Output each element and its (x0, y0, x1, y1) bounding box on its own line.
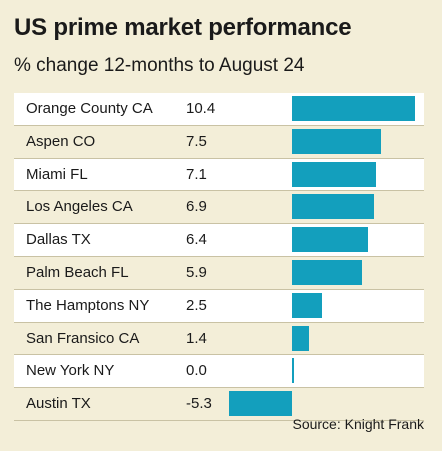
chart-subtitle: % change 12-months to August 24 (14, 55, 305, 76)
bar-chart: Orange County CA 10.4 Aspen CO 7.5 Miami FL 7… (14, 93, 424, 421)
chart-row: San Fransico CA 1.4 (14, 323, 424, 356)
bar (229, 391, 292, 417)
value-label: 7.5 (186, 132, 207, 150)
category-label: The Hamptons NY (26, 296, 150, 314)
value-label: 6.4 (186, 231, 207, 249)
category-label: Miami FL (26, 165, 88, 183)
value-label: 7.1 (186, 165, 207, 183)
value-label: 1.4 (186, 329, 207, 347)
chart-row: Dallas TX 6.4 (14, 224, 424, 257)
chart-title: US prime market performance (14, 14, 352, 41)
category-label: Palm Beach FL (26, 263, 129, 281)
category-label: New York NY (26, 362, 115, 380)
category-label: Los Angeles CA (26, 198, 133, 216)
value-label: 10.4 (186, 100, 216, 117)
bar (292, 161, 376, 187)
chart-row: The Hamptons NY 2.5 (14, 289, 424, 323)
value-label: 2.5 (186, 296, 207, 314)
chart-row: Los Angeles CA 6.9 (14, 191, 424, 225)
bar (292, 194, 374, 220)
chart-row: Orange County CA 10.4 (14, 93, 424, 126)
bar (292, 128, 381, 154)
category-label: San Fransico CA (26, 329, 140, 347)
chart-row: Miami FL 7.1 (14, 158, 424, 192)
chart-row: New York NY 0.0 (14, 355, 424, 389)
category-label: Austin TX (26, 395, 91, 413)
bar (292, 227, 368, 253)
value-label: -5.3 (186, 395, 212, 413)
value-label: 5.9 (186, 263, 207, 281)
category-label: Aspen CO (26, 132, 96, 150)
bar (292, 358, 294, 384)
chart-row: Aspen CO 7.5 (14, 126, 424, 159)
bar (292, 292, 322, 318)
chart-row: Austin TX -5.3 (14, 388, 424, 421)
chart-row: Palm Beach FL 5.9 (14, 257, 424, 290)
bar (292, 259, 362, 285)
value-label: 6.9 (186, 198, 207, 216)
source-note: Source: Knight Frank (292, 416, 424, 432)
category-label: Orange County CA (26, 100, 153, 117)
value-label: 0.0 (186, 362, 207, 380)
bar (292, 96, 415, 121)
category-label: Dallas TX (26, 231, 91, 249)
bar (292, 325, 309, 351)
